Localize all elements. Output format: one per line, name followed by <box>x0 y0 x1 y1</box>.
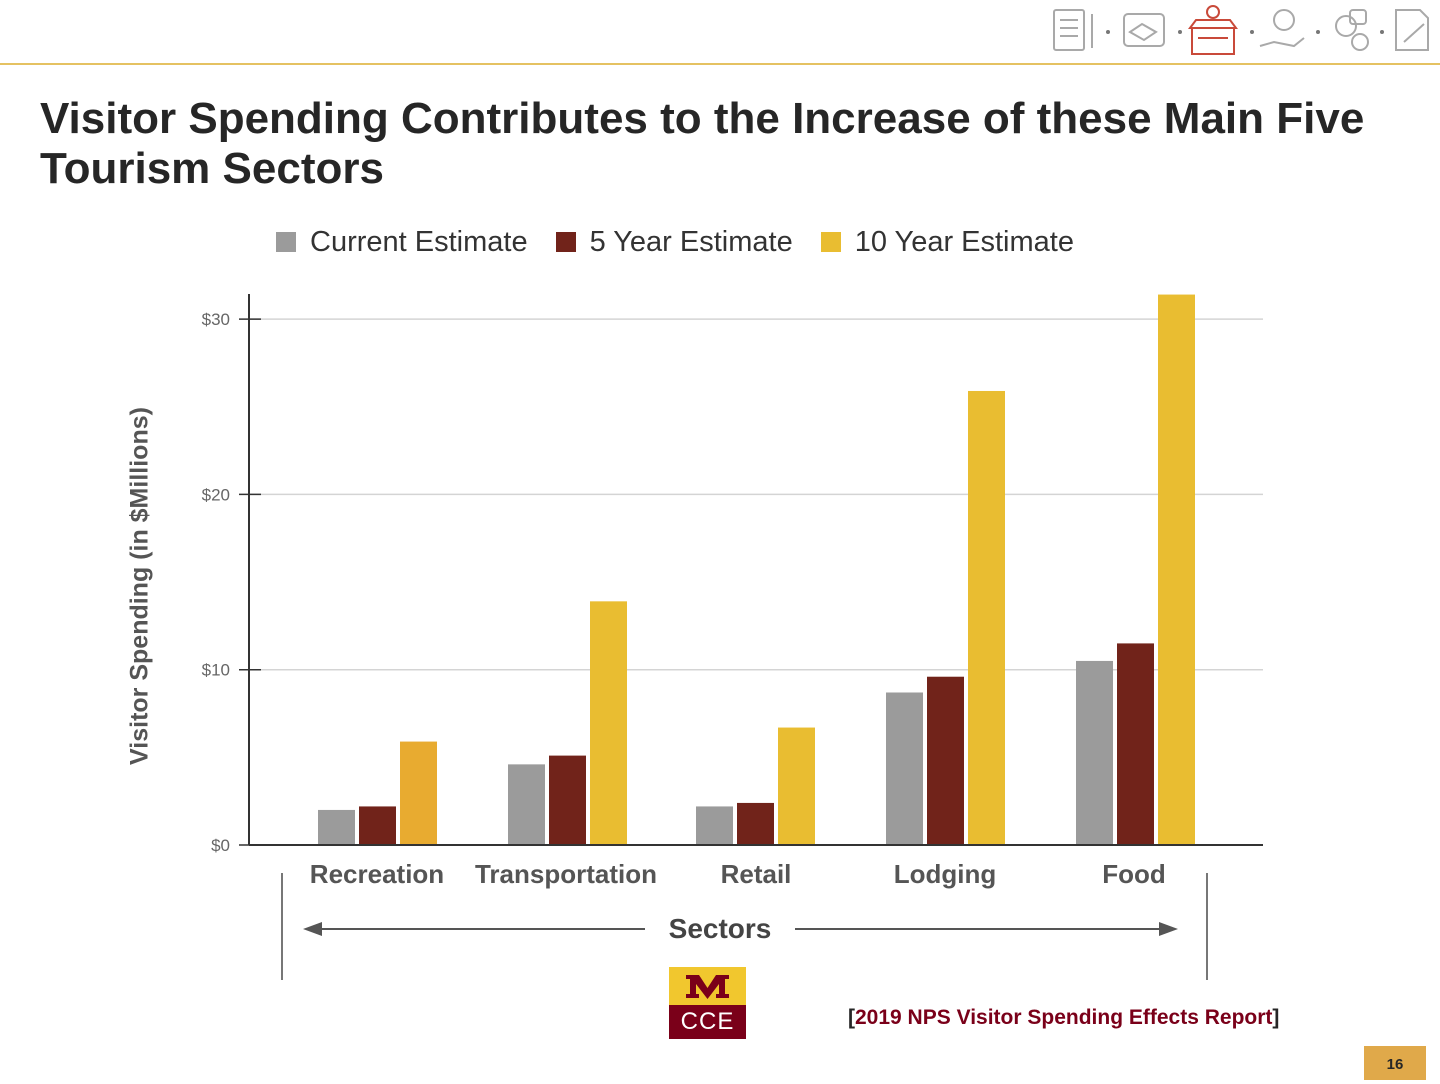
y-tick-label: $10 <box>202 661 230 680</box>
legend-item-five-year: 5 Year Estimate <box>555 225 793 259</box>
y-tick-label: $20 <box>202 485 230 504</box>
x-category-label: Food <box>1102 859 1166 889</box>
legend-label-ten-year: 10 Year Estimate <box>854 225 1074 258</box>
bar-five-year <box>1117 643 1154 845</box>
x-category-label: Retail <box>721 859 792 889</box>
bar-ten-year <box>968 390 1005 845</box>
x-category-label: Recreation <box>310 859 444 889</box>
header-rule <box>0 63 1440 65</box>
logo-m-icon <box>686 975 729 999</box>
legend-label-five-year: 5 Year Estimate <box>589 225 793 258</box>
handshake-icon <box>1123 13 1165 47</box>
x-axis-title: Sectors <box>669 913 772 944</box>
bar-ten-year <box>590 601 627 845</box>
bar-current <box>696 806 733 845</box>
bar-current <box>508 764 545 845</box>
x-category-label: Transportation <box>475 859 657 889</box>
bar-current <box>1076 660 1113 845</box>
page-number-badge: 16 <box>1364 1046 1426 1080</box>
bar-ten-year <box>778 727 815 845</box>
bar-five-year <box>927 676 964 845</box>
bar-current <box>318 809 355 845</box>
bar-five-year <box>549 755 586 845</box>
legend-item-ten-year: 10 Year Estimate <box>820 225 1074 259</box>
bar-five-year <box>359 806 396 845</box>
legend-label-current: Current Estimate <box>310 225 528 258</box>
chart-legend: Current Estimate 5 Year Estimate 10 Year… <box>276 224 1102 260</box>
people-like-icon <box>1335 9 1369 51</box>
bar-chart: $0 $10 $20 $30 Recreation Transportation Retai… <box>202 294 1263 980</box>
storefront-pin-icon <box>1188 5 1238 55</box>
bar-ten-year <box>400 741 437 845</box>
slide-title: Visitor Spending Contributes to the Incr… <box>40 94 1365 193</box>
money-hand-icon <box>1259 9 1305 48</box>
arrow-right-icon <box>1159 922 1178 936</box>
source-text: 2019 NPS Visitor Spending Effects Report <box>855 1006 1273 1029</box>
x-category-label: Lodging <box>894 859 997 889</box>
source-citation: [2019 NPS Visitor Spending Effects Repor… <box>848 1006 1280 1029</box>
y-tick-label: $30 <box>202 310 230 329</box>
arrow-left-icon <box>303 922 322 936</box>
logo-m-block <box>669 967 746 1005</box>
bar-ten-year <box>1158 294 1195 846</box>
y-axis-title: Visitor Spending (in $Millions) <box>125 407 154 765</box>
document-list-icon <box>1053 9 1093 51</box>
bar-five-year <box>737 802 774 845</box>
legend-swatch-five-year <box>555 232 576 252</box>
legend-item-current: Current Estimate <box>276 226 528 259</box>
logo-text: CCE <box>669 1005 746 1039</box>
header-icon-strip <box>1053 5 1429 55</box>
edit-document-icon <box>1395 9 1429 51</box>
bar-current <box>886 692 923 845</box>
cce-logo: CCE <box>669 967 746 1039</box>
legend-swatch-current <box>276 232 296 252</box>
y-tick-label: $0 <box>211 836 230 855</box>
legend-swatch-ten-year <box>820 232 841 252</box>
